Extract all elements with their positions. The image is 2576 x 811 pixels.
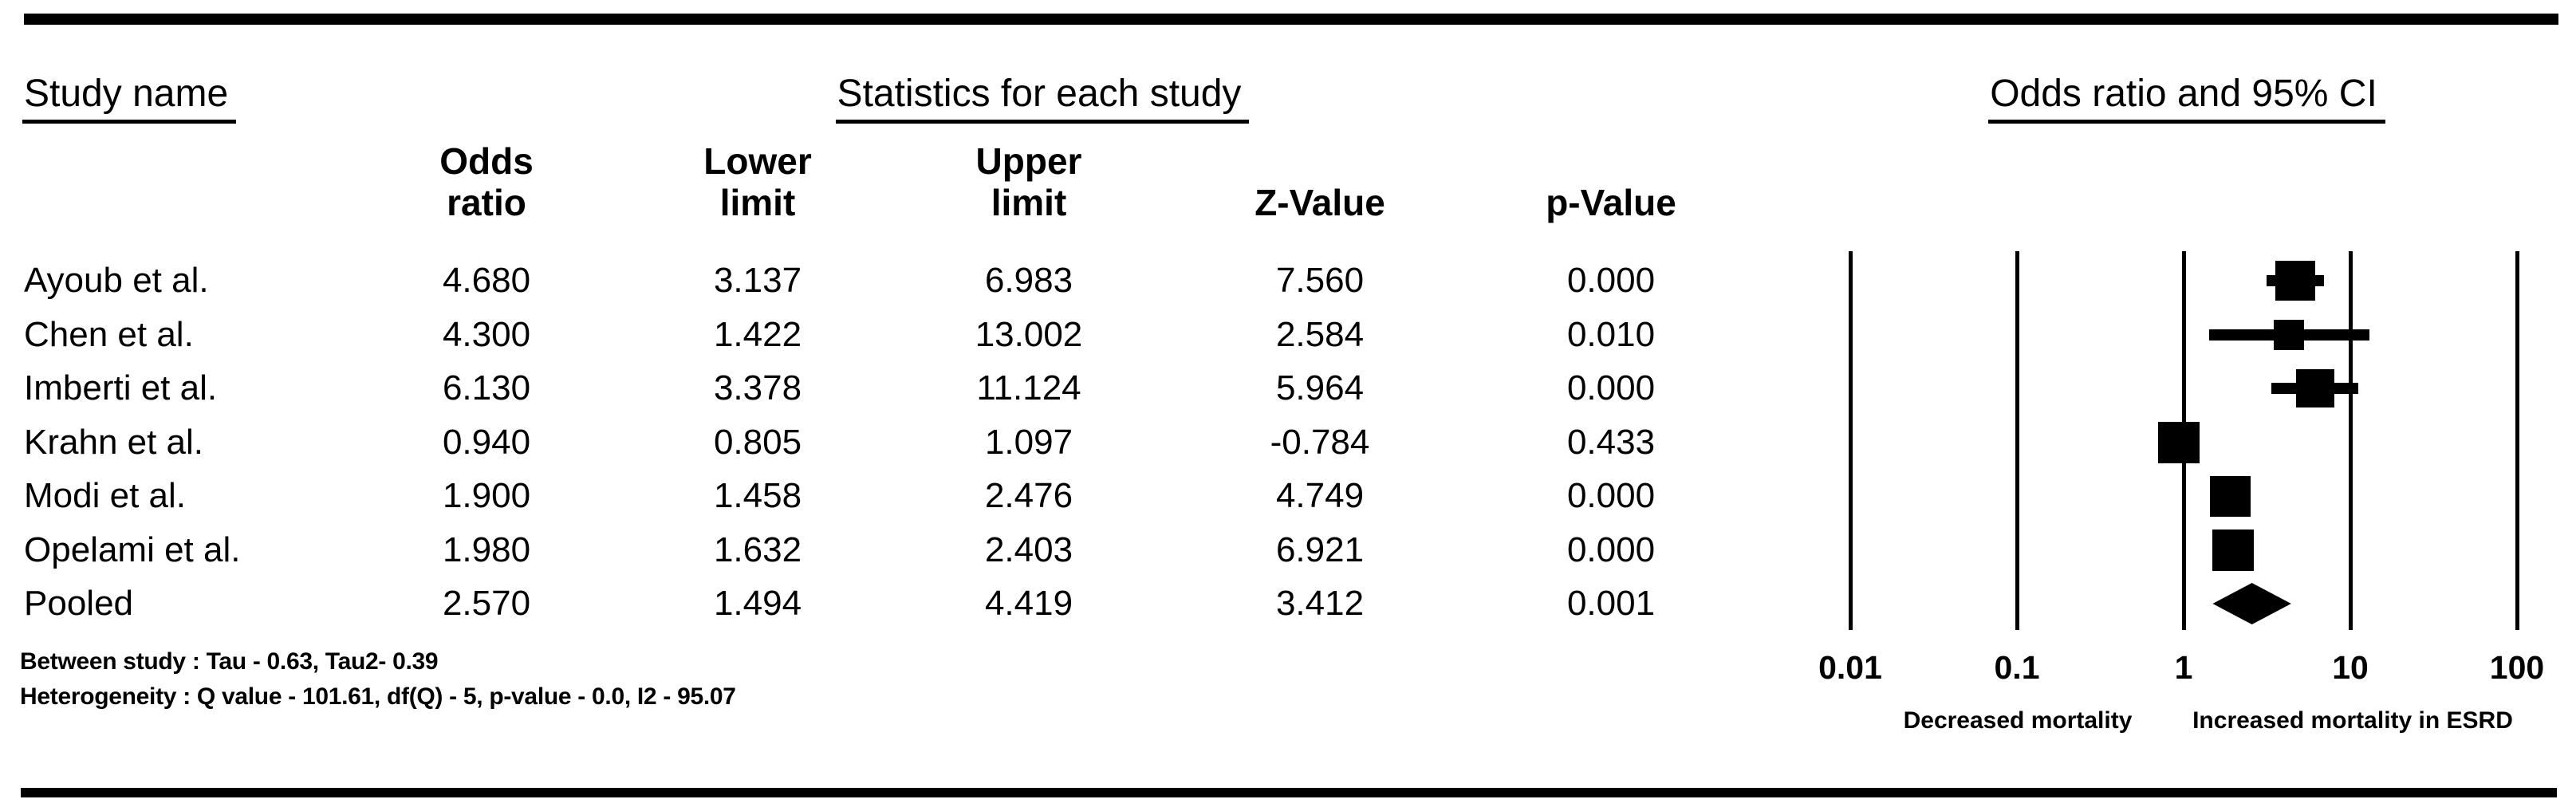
column-header-line: ratio — [447, 182, 526, 223]
heterogeneity-note: Heterogeneity : Q value - 101.61, df(Q) … — [20, 683, 736, 710]
p-cell: 0.000 — [1566, 368, 1656, 407]
p-cell: 0.000 — [1566, 261, 1656, 300]
lower-cell: 1.458 — [713, 476, 802, 515]
column-header-line: Odds — [439, 140, 534, 182]
study-point-estimate-square — [2212, 529, 2254, 571]
x-axis-tick-label: 1 — [2174, 649, 2193, 686]
column-header-odds-ratio: Odds ratio — [343, 140, 630, 223]
odds-ratio-cell: 0.940 — [442, 422, 531, 462]
study-name-cell: Opelami et al. — [24, 530, 241, 569]
column-header-lower-limit: Lower limit — [614, 140, 901, 223]
lower-cell: 1.494 — [713, 584, 802, 623]
upper-cell: 1.097 — [984, 422, 1073, 462]
study-name-cell: Ayoub et al. — [24, 261, 209, 300]
study-point-estimate-square — [2295, 369, 2334, 407]
column-header-line: limit — [991, 182, 1067, 223]
x-axis-tick-label: 0.1 — [1994, 649, 2040, 686]
between-study-note: Between study : Tau - 0.63, Tau2- 0.39 — [20, 648, 439, 675]
z-cell: 4.749 — [1275, 476, 1365, 515]
column-header-p-value: p-Value — [1467, 140, 1755, 223]
x-axis-tick-label: 100 — [2489, 649, 2545, 686]
odds-ratio-cell: 4.300 — [442, 314, 531, 354]
upper-cell: 2.476 — [984, 476, 1073, 515]
odds-ratio-cell: 1.980 — [442, 530, 531, 569]
lower-cell: 0.805 — [713, 422, 802, 462]
column-header-z-value: Z-Value — [1176, 140, 1463, 223]
lower-cell: 1.632 — [713, 530, 802, 569]
study-point-estimate-square — [2158, 421, 2200, 463]
upper-cell: 11.124 — [976, 368, 1081, 407]
study-name-cell: Chen et al. — [24, 314, 194, 354]
study-name-cell: Pooled — [24, 584, 134, 623]
odds-ratio-cell: 2.570 — [442, 584, 531, 623]
odds-ratio-cell: 1.900 — [442, 476, 531, 515]
study-name-header: Study name — [22, 73, 237, 124]
p-cell: 0.000 — [1566, 530, 1656, 569]
z-cell: 7.560 — [1275, 261, 1365, 300]
z-cell: 6.921 — [1275, 530, 1365, 569]
z-cell: 2.584 — [1275, 314, 1365, 354]
bottom-rule — [21, 788, 2557, 797]
z-cell: 5.964 — [1275, 368, 1365, 407]
axis-gridline — [2015, 251, 2019, 630]
top-rule — [24, 14, 2558, 25]
odds-ratio-cell: 6.130 — [442, 368, 531, 407]
study-point-estimate-square — [2275, 261, 2316, 301]
lower-cell: 1.422 — [713, 314, 802, 354]
study-point-estimate-square — [2209, 475, 2251, 517]
p-cell: 0.433 — [1566, 422, 1656, 462]
axis-gridline — [1848, 251, 1853, 630]
axis-gridline — [2515, 251, 2519, 630]
p-cell: 0.000 — [1566, 476, 1656, 515]
p-cell: 0.010 — [1566, 314, 1656, 354]
x-axis-tick-label: 10 — [2332, 649, 2369, 686]
odds-ratio-ci-header-label: Odds ratio and 95% CI — [1988, 73, 2385, 124]
study-name-cell: Modi et al. — [24, 476, 186, 515]
z-cell: 3.412 — [1275, 584, 1365, 623]
column-header-line: Z-Value — [1255, 182, 1385, 223]
lower-cell: 3.137 — [713, 261, 802, 300]
upper-cell: 13.002 — [975, 314, 1083, 354]
p-cell: 0.001 — [1566, 584, 1656, 623]
x-axis-tick-label: 0.01 — [1818, 649, 1882, 686]
odds-ratio-cell: 4.680 — [442, 261, 531, 300]
x-axis-label-right: Increased mortality in ESRD — [2192, 707, 2513, 734]
axis-gridline — [2348, 251, 2353, 630]
upper-cell: 2.403 — [984, 530, 1073, 569]
study-point-estimate-square — [2274, 319, 2305, 350]
pooled-diamond — [2212, 583, 2291, 624]
upper-cell: 6.983 — [984, 261, 1073, 300]
lower-cell: 3.378 — [713, 368, 802, 407]
study-name-header-label: Study name — [22, 73, 237, 124]
statistics-header-label: Statistics for each study — [835, 73, 1250, 124]
column-header-line: Lower — [703, 140, 812, 182]
statistics-header: Statistics for each study — [683, 73, 1401, 124]
x-axis-label-left: Decreased mortality — [1903, 707, 2133, 734]
column-header-line: limit — [719, 182, 796, 223]
odds-ratio-ci-header: Odds ratio and 95% CI — [1828, 73, 2546, 124]
column-header-upper-limit: Upper limit — [885, 140, 1172, 223]
upper-cell: 4.419 — [984, 584, 1073, 623]
column-header-line: Upper — [975, 140, 1082, 182]
study-name-cell: Imberti et al. — [24, 368, 218, 407]
z-cell: -0.784 — [1270, 422, 1370, 462]
study-name-cell: Krahn et al. — [24, 422, 204, 462]
column-header-line: p-Value — [1546, 182, 1676, 223]
